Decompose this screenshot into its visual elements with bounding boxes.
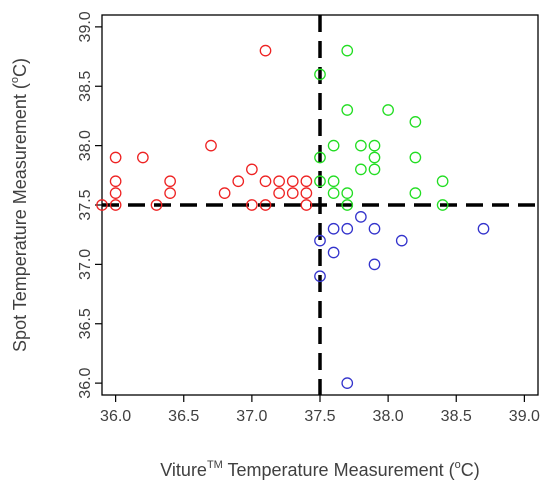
x-axis-unit-degree: o — [455, 459, 461, 471]
data-point — [205, 139, 217, 152]
data-point — [232, 175, 245, 188]
data-point — [368, 151, 381, 164]
x-axis-ticks: 36.0 36.5 37.0 37.5 38.0 38.5 39.0 — [100, 395, 540, 425]
data-point — [327, 246, 340, 259]
data-point — [477, 222, 490, 235]
x-tick-label: 36.0 — [100, 408, 131, 425]
data-point — [259, 175, 272, 188]
data-point — [355, 139, 367, 152]
data-point — [300, 199, 313, 211]
series-2-points — [314, 211, 490, 389]
data-points — [96, 44, 490, 389]
data-point — [368, 139, 381, 152]
data-point — [259, 44, 272, 57]
data-point — [286, 175, 299, 188]
data-point — [286, 187, 299, 199]
y-tick-label: 36.0 — [77, 367, 94, 398]
data-point — [327, 222, 340, 235]
x-tick-label: 37.0 — [236, 408, 267, 425]
data-point — [409, 187, 422, 199]
data-point — [300, 175, 313, 188]
data-point — [164, 187, 176, 199]
x-tick-label: 39.0 — [509, 408, 540, 425]
data-point — [109, 187, 122, 199]
y-tick-label: 37.5 — [77, 189, 94, 220]
x-tick-label: 38.5 — [441, 408, 472, 425]
data-point — [409, 151, 422, 164]
y-tick-label: 38.0 — [77, 130, 94, 161]
data-point — [341, 377, 354, 389]
data-point — [273, 175, 285, 188]
data-point — [327, 175, 340, 188]
series-1-points — [314, 44, 449, 211]
data-point — [368, 163, 381, 176]
data-point — [341, 44, 354, 57]
data-point — [314, 270, 326, 283]
data-point — [341, 222, 354, 235]
x-tick-label: 37.5 — [304, 408, 335, 425]
data-point — [355, 211, 367, 223]
x-tick-label: 38.0 — [373, 408, 404, 425]
data-point — [109, 175, 122, 188]
x-tick-label: 36.5 — [168, 408, 199, 425]
data-point — [314, 151, 326, 164]
series-0-points — [96, 44, 313, 211]
data-point — [341, 199, 354, 211]
data-point — [150, 199, 163, 211]
x-axis-label: VitureTM Temperature Measurement (oC) — [160, 459, 480, 480]
y-axis-ticks: 36.0 36.5 37.0 37.5 38.0 38.5 39.0 — [77, 11, 102, 399]
data-point — [327, 187, 340, 199]
data-point — [341, 187, 354, 199]
data-point — [109, 199, 122, 211]
data-point — [137, 151, 149, 164]
y-axis-unit-degree: o — [9, 77, 21, 83]
data-point — [246, 163, 258, 176]
data-point — [164, 175, 176, 188]
data-point — [246, 199, 258, 211]
y-tick-label: 38.5 — [77, 71, 94, 102]
data-point — [368, 222, 381, 235]
data-point — [109, 151, 122, 164]
y-tick-label: 37.0 — [77, 249, 94, 280]
data-point — [300, 187, 313, 199]
data-point — [327, 139, 340, 152]
data-point — [436, 175, 449, 188]
reference-lines — [102, 15, 538, 395]
data-point — [314, 234, 326, 247]
data-point — [314, 68, 326, 81]
data-point — [314, 175, 326, 188]
x-axis-label-superscript: TM — [207, 459, 223, 471]
data-point — [96, 199, 108, 211]
data-point — [341, 104, 354, 116]
data-point — [355, 163, 367, 176]
data-point — [368, 258, 381, 271]
data-point — [259, 199, 272, 211]
y-axis-label: Spot Temperature Measurement (oC) — [9, 58, 30, 352]
data-point — [436, 199, 449, 211]
y-tick-label: 39.0 — [77, 11, 94, 42]
data-point — [382, 104, 394, 116]
data-point — [273, 187, 285, 199]
y-tick-label: 36.5 — [77, 308, 94, 339]
data-point — [409, 116, 422, 128]
data-point — [218, 187, 231, 199]
data-point — [395, 234, 408, 247]
